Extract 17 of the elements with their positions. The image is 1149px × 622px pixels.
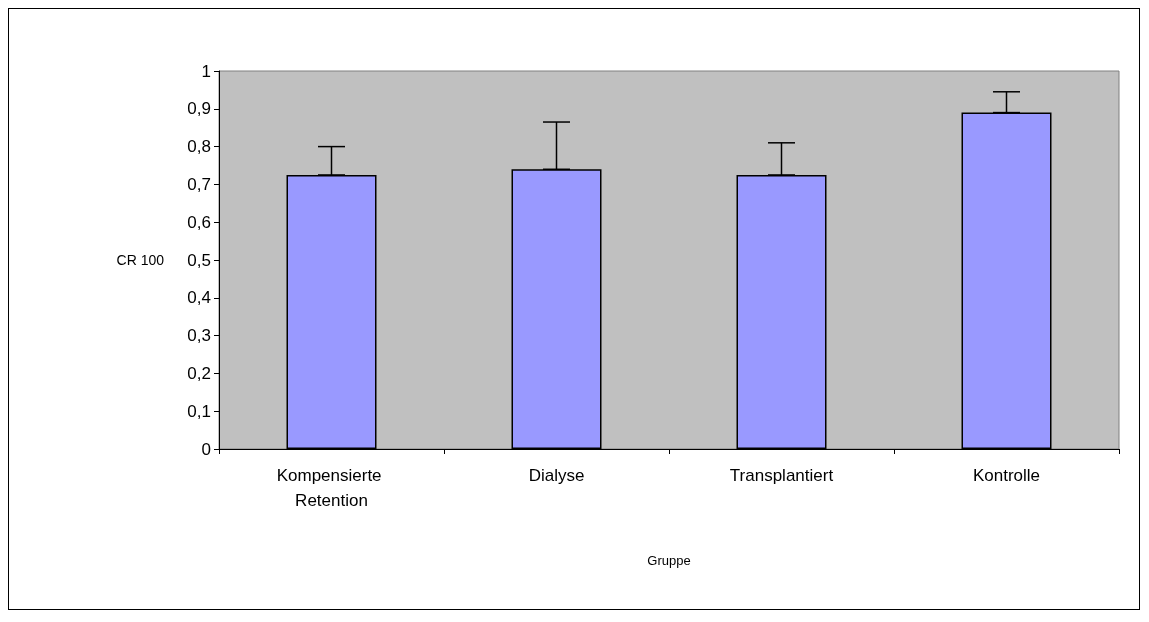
- y-tick-label: 0,7: [187, 174, 211, 194]
- y-tick-label: 0,6: [187, 212, 211, 232]
- y-tick-label: 0,5: [187, 250, 211, 270]
- x-tick-label: Kontrolle: [972, 466, 1041, 485]
- y-tick-label: 1: [201, 61, 211, 81]
- x-axis-title: Gruppe: [647, 553, 691, 568]
- x-tick-label: Dialyse: [528, 466, 585, 485]
- y-tick-label: 0: [201, 439, 211, 459]
- y-axis-title: CR 100: [116, 252, 165, 268]
- y-tick-label: 0,8: [187, 137, 211, 157]
- y-tick-label: 0,3: [187, 326, 211, 346]
- x-tick-label: Kompensierte Retention: [276, 466, 387, 510]
- y-tick-label: 0,4: [187, 288, 211, 308]
- y-tick-label: 0,2: [187, 363, 211, 383]
- x-tick-label: Transplantiert: [729, 466, 834, 485]
- y-tick-label: 0,9: [187, 99, 211, 119]
- y-tick-label: 0,1: [187, 401, 211, 421]
